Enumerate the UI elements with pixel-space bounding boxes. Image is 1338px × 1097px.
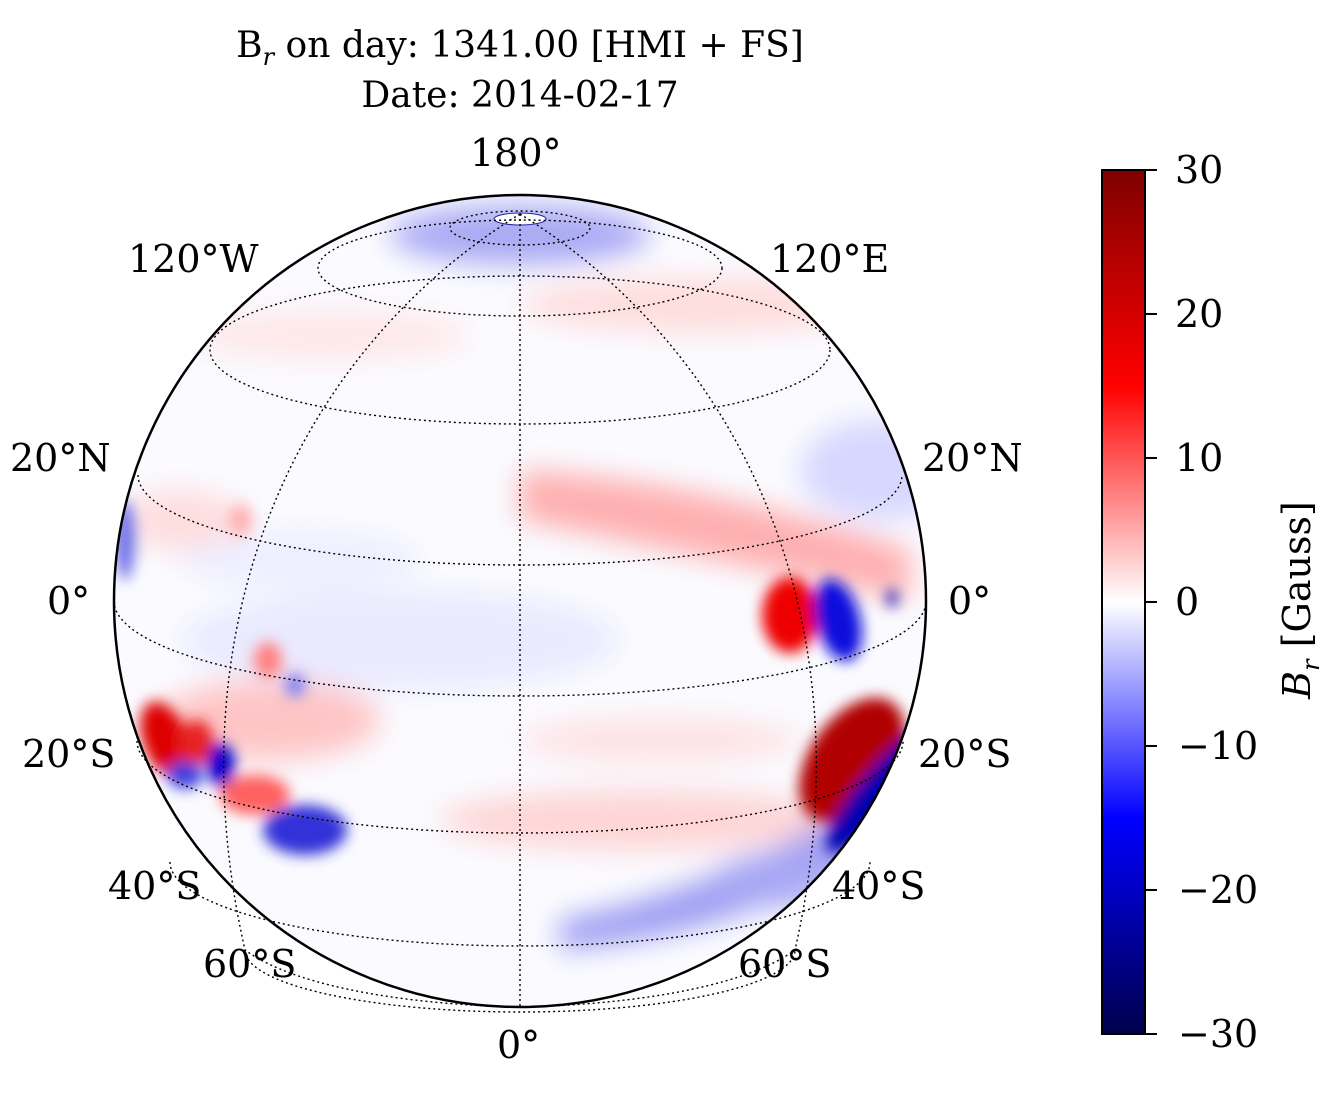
colorbar-ticks [1145,169,1157,1035]
graticule-meridians [222,213,818,1008]
meridian-label-bottom: 0° [497,1023,541,1067]
parallel-label-right: 60°S [738,942,832,986]
parallel-label-left: 20°S [22,732,116,776]
colorbar-tick-label: 30 [1175,148,1224,192]
colorbar-label-subscript: r [1296,659,1325,671]
parallel-label-left: 0° [47,579,91,623]
parallel-label-left: 40°S [108,864,202,908]
parallel-line [169,861,871,947]
parallel-line [113,600,927,697]
chart-title-line-2: Date: 2014-02-17 [361,75,679,116]
title-variable: B [236,25,263,66]
parallel-label-right: 40°S [832,864,926,908]
colorbar-tick-label: −20 [1178,868,1259,912]
title-variable-subscript: r [262,43,275,72]
colorbar [1101,169,1146,1035]
meridian-label-top: 180° [470,131,562,175]
colorbar-label-unit: [Gauss] [1275,501,1320,660]
title-rest: on day: 1341.00 [HMI + FS] [274,25,804,66]
parallel-label-right: 20°S [918,732,1012,776]
colorbar-tick-label: 20 [1175,292,1224,336]
colorbar-label-variable: B [1275,670,1320,699]
colorbar-tick-label: 10 [1175,436,1224,480]
colorbar-tick-label: −10 [1178,724,1259,768]
colorbar-label: Br [Gauss] [1275,501,1325,699]
parallel-line [136,740,904,834]
chart-title-line-1: Br on day: 1341.00 [HMI + FS] [120,26,920,77]
magnetic-field-map [114,195,926,1007]
colorbar-tick-label: −30 [1178,1012,1259,1056]
meridian-label-upper-left: 120°W [128,237,259,281]
colorbar-tick-label: 0 [1175,580,1200,624]
parallel-label-left: 20°N [10,436,111,480]
meridian-label-upper-right: 120°E [770,237,890,281]
parallel-label-left: 60°S [203,942,297,986]
parallel-line [449,210,591,246]
globe-limb [112,193,928,1009]
parallel-line [244,949,796,1013]
parallel-label-right: 20°N [922,436,1023,480]
parallel-label-right: 0° [948,579,992,623]
